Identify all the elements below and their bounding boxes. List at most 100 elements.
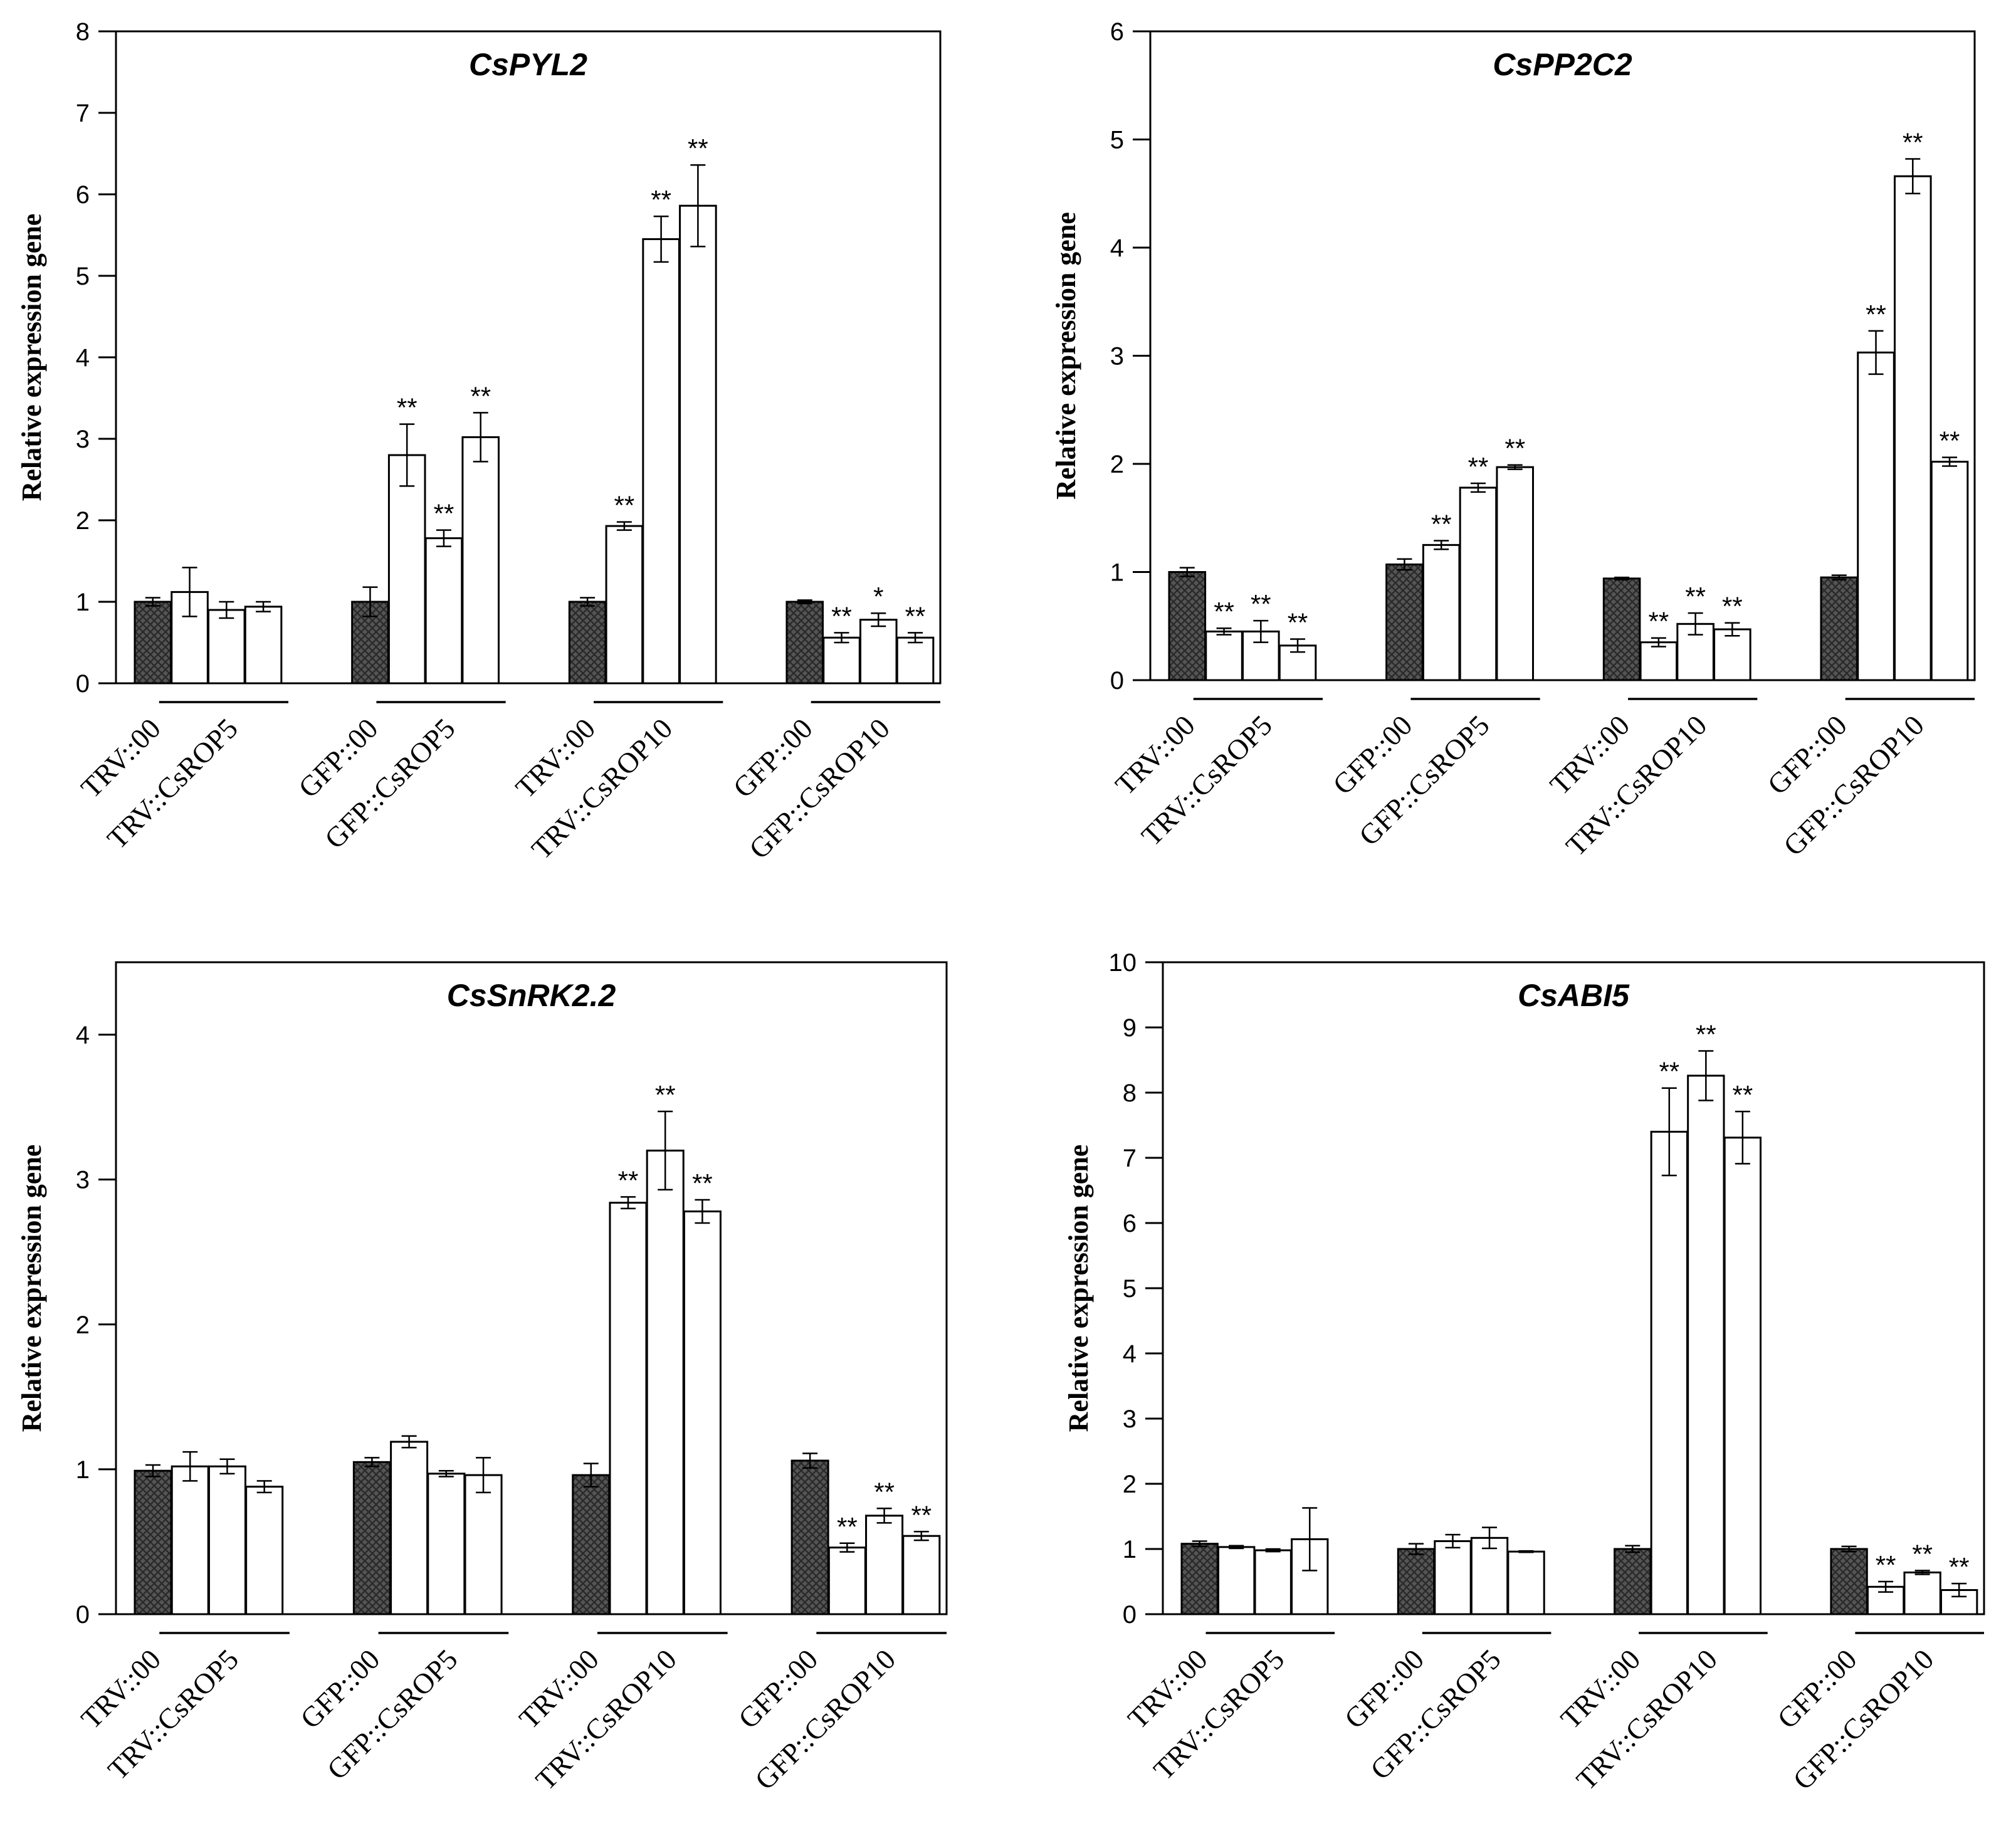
control-bar (1385, 563, 1424, 681)
control-bar (1397, 1548, 1436, 1615)
treatment-bar (244, 606, 283, 685)
treatment-bar (859, 619, 898, 685)
y-tick-label: 4 (76, 344, 90, 372)
chart-title: CsSnRK2.2 (447, 978, 616, 1013)
y-tick-label: 4 (1110, 234, 1124, 262)
chart-panel-2: CsSnRK2.2 0 1 2 3 4 Relative expression gene TR… (16, 961, 948, 1796)
treatment-bar (1930, 461, 1969, 681)
y-tick-label: 5 (76, 263, 90, 290)
treatment-bar (1507, 1550, 1545, 1615)
treatment-bar (390, 1441, 429, 1615)
y-tick-label: 9 (1123, 1014, 1137, 1042)
treatment-bar (1903, 1571, 1941, 1615)
control-bar (1830, 1548, 1868, 1615)
significance-mark: ** (651, 185, 671, 214)
y-tick-label: 5 (1123, 1275, 1137, 1303)
significance-mark: ** (692, 1168, 713, 1198)
significance-mark: ** (614, 491, 635, 520)
y-tick-label: 8 (76, 18, 90, 46)
treatment-bar (1723, 1137, 1762, 1615)
treatment-bar (461, 436, 500, 685)
plot-frame (115, 961, 948, 1615)
y-tick-label: 2 (1110, 451, 1124, 478)
y-tick-label: 2 (76, 1311, 90, 1339)
y-tick-label: 0 (76, 1601, 90, 1629)
treatment-bar (1713, 628, 1751, 681)
x-category-label: GFP::CsROP10 (743, 712, 896, 865)
y-tick-label: 10 (1109, 949, 1137, 977)
y-axis-label: Relative expression gene (16, 1145, 47, 1432)
significance-mark: ** (655, 1080, 676, 1110)
significance-mark: ** (837, 1512, 858, 1541)
treatment-bar (1866, 1585, 1905, 1615)
significance-mark: ** (1468, 452, 1489, 481)
y-tick-label: 1 (76, 589, 90, 616)
control-bar (790, 1459, 829, 1615)
significance-mark: ** (1912, 1539, 1933, 1568)
treatment-bar (822, 636, 861, 685)
treatment-bar (424, 537, 463, 685)
x-category-label: TRV::CsROP10 (525, 712, 678, 865)
y-tick-label: 0 (1123, 1601, 1137, 1629)
significance-mark: ** (1940, 426, 1960, 456)
y-axis-label: Relative expression gene (1051, 212, 1081, 500)
treatment-bar (464, 1474, 503, 1615)
significance-mark: ** (1288, 607, 1308, 637)
y-tick-label: 1 (1110, 559, 1124, 587)
significance-mark: ** (1903, 128, 1923, 157)
y-tick-label: 5 (1110, 127, 1124, 154)
y-tick-label: 1 (76, 1456, 90, 1484)
treatment-bar (609, 1202, 648, 1615)
y-tick-label: 3 (76, 426, 90, 453)
control-bar (1820, 576, 1859, 681)
y-tick-label: 7 (1123, 1145, 1137, 1172)
treatment-bar (1857, 351, 1895, 681)
significance-mark: ** (1214, 597, 1234, 626)
control-bar (1180, 1543, 1219, 1615)
treatment-bar (683, 1210, 722, 1615)
chart-title: CsABI5 (1518, 978, 1630, 1013)
treatment-bar (1205, 630, 1243, 681)
y-tick-label: 2 (1123, 1471, 1137, 1498)
plot-frame (115, 30, 942, 685)
treatment-bar (1650, 1130, 1688, 1615)
y-tick-label: 6 (76, 181, 90, 209)
x-category-label: GFP::CsROP10 (748, 1643, 901, 1796)
control-bar (1168, 571, 1207, 681)
treatment-bar (827, 1546, 866, 1615)
y-axis-label: Relative expression gene (1063, 1145, 1094, 1432)
significance-mark: ** (1866, 300, 1886, 329)
chart-title: CsPYL2 (469, 47, 587, 82)
significance-mark: ** (470, 381, 491, 411)
significance-mark: ** (1733, 1080, 1753, 1110)
treatment-bar (1687, 1074, 1725, 1615)
treatment-bar (1422, 543, 1461, 681)
treatment-bar (1496, 466, 1535, 681)
x-category-label: TRV::CsROP10 (530, 1643, 683, 1796)
chart-panel-3: CsABI5 0 1 2 3 4 5 6 7 8 9 10 Relative expression ge… (1063, 949, 1985, 1796)
y-tick-label: 6 (1123, 1210, 1137, 1237)
y-tick-label: 4 (1123, 1340, 1137, 1368)
significance-mark: ** (1659, 1057, 1679, 1086)
x-category-label: GFP::CsROP10 (1777, 709, 1930, 862)
significance-mark: ** (1949, 1552, 1970, 1582)
treatment-bar (1217, 1546, 1256, 1615)
control-bar (352, 1461, 391, 1615)
treatment-bar (207, 609, 246, 685)
chart-title: CsPP2C2 (1493, 47, 1632, 82)
significance-mark: ** (831, 601, 852, 631)
treatment-bar (245, 1486, 284, 1615)
significance-mark: ** (905, 601, 926, 631)
y-axis-label: Relative expression gene (16, 214, 47, 501)
control-bar (785, 601, 824, 685)
x-category-label: TRV::CsROP10 (1570, 1643, 1723, 1796)
treatment-bar (642, 238, 680, 685)
significance-mark: * (873, 582, 883, 611)
plot-frame (1162, 961, 1985, 1615)
y-tick-label: 0 (76, 670, 90, 698)
significance-mark: ** (397, 393, 417, 423)
treatment-bar (605, 525, 644, 685)
x-category-label: TRV::CsROP10 (1560, 709, 1713, 862)
